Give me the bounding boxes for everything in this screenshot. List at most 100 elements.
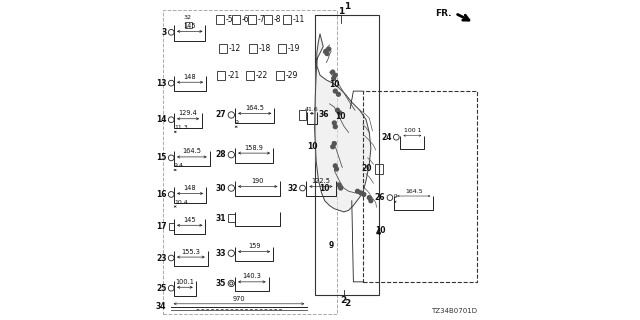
- Text: 10: 10: [319, 184, 330, 193]
- Circle shape: [331, 70, 335, 74]
- Text: 164.5: 164.5: [245, 105, 264, 111]
- Bar: [276, 71, 284, 80]
- Text: 129.4: 129.4: [179, 110, 198, 116]
- Circle shape: [333, 73, 337, 77]
- Text: 17: 17: [156, 222, 166, 231]
- Circle shape: [332, 76, 335, 80]
- Bar: [228, 214, 235, 222]
- Circle shape: [324, 50, 328, 53]
- Circle shape: [325, 52, 329, 55]
- Circle shape: [356, 189, 360, 193]
- Text: 140.3: 140.3: [243, 273, 261, 279]
- Text: 10: 10: [335, 112, 346, 121]
- Text: 122.5: 122.5: [312, 178, 330, 184]
- Bar: [232, 15, 240, 24]
- Bar: [249, 44, 257, 53]
- Text: 25: 25: [156, 284, 166, 293]
- Text: 145: 145: [184, 23, 196, 29]
- Text: -19: -19: [287, 44, 300, 53]
- Text: 32: 32: [287, 184, 298, 193]
- Text: 31: 31: [216, 214, 226, 223]
- Text: 41.6: 41.6: [305, 107, 319, 112]
- Text: -5: -5: [225, 15, 233, 24]
- Text: 1: 1: [337, 7, 344, 16]
- Text: 36: 36: [319, 110, 329, 119]
- Text: 159: 159: [248, 243, 260, 249]
- Text: 9.4: 9.4: [174, 164, 184, 168]
- Text: 35: 35: [216, 279, 226, 288]
- Bar: [218, 71, 225, 80]
- Bar: [246, 71, 254, 80]
- Circle shape: [367, 196, 371, 199]
- Text: -11: -11: [292, 15, 305, 24]
- Text: 24: 24: [381, 133, 392, 142]
- Text: -29: -29: [286, 71, 298, 80]
- Text: -12: -12: [228, 44, 241, 53]
- Text: 10: 10: [307, 142, 317, 151]
- Text: 145: 145: [184, 217, 196, 223]
- Text: 30: 30: [216, 184, 226, 193]
- Text: 28: 28: [216, 150, 226, 159]
- Bar: [363, 91, 477, 282]
- Text: 9: 9: [328, 241, 333, 250]
- Polygon shape: [315, 34, 371, 212]
- Text: 3: 3: [161, 28, 166, 37]
- Circle shape: [359, 191, 363, 195]
- Circle shape: [338, 111, 342, 115]
- Text: 1: 1: [344, 2, 350, 11]
- Circle shape: [332, 121, 336, 125]
- Text: 34: 34: [156, 302, 166, 311]
- Circle shape: [333, 89, 337, 93]
- Text: 10.4: 10.4: [174, 200, 188, 205]
- Circle shape: [337, 183, 341, 187]
- Text: 27: 27: [216, 110, 226, 119]
- Text: 13: 13: [156, 79, 166, 88]
- Circle shape: [339, 186, 342, 190]
- Bar: [375, 164, 383, 174]
- Text: 100.1: 100.1: [175, 279, 195, 285]
- Bar: [216, 15, 224, 24]
- Bar: [219, 44, 227, 53]
- Bar: [185, 22, 192, 28]
- Bar: [169, 223, 174, 230]
- Text: -6: -6: [241, 15, 249, 24]
- Text: 2: 2: [340, 296, 347, 305]
- Text: 158.9: 158.9: [244, 145, 264, 150]
- Text: -21: -21: [227, 71, 239, 80]
- Text: 9: 9: [235, 120, 239, 125]
- Circle shape: [337, 92, 340, 96]
- Text: TZ34B0701D: TZ34B0701D: [431, 308, 477, 314]
- Text: 4: 4: [376, 228, 381, 237]
- Circle shape: [335, 167, 339, 171]
- Text: 14: 14: [156, 115, 166, 124]
- Text: -7: -7: [257, 15, 265, 24]
- Text: 164.5: 164.5: [182, 148, 202, 154]
- Circle shape: [362, 193, 366, 196]
- Circle shape: [333, 164, 337, 168]
- Text: 100 1: 100 1: [404, 128, 421, 133]
- Circle shape: [369, 199, 372, 203]
- Text: 148: 148: [184, 185, 196, 191]
- Text: 164.5: 164.5: [405, 189, 422, 194]
- Circle shape: [335, 108, 339, 112]
- Bar: [163, 10, 337, 314]
- Circle shape: [331, 145, 335, 149]
- Text: 32: 32: [183, 15, 191, 20]
- Text: 970: 970: [232, 296, 245, 302]
- Text: 33: 33: [216, 249, 226, 258]
- Text: -22: -22: [256, 71, 268, 80]
- Bar: [283, 15, 291, 24]
- Bar: [316, 15, 379, 295]
- Text: 10: 10: [329, 80, 340, 89]
- Bar: [278, 44, 286, 53]
- Text: 26: 26: [374, 193, 385, 202]
- Circle shape: [333, 125, 337, 129]
- Bar: [264, 15, 271, 24]
- Text: 148: 148: [184, 74, 196, 80]
- Text: 9: 9: [394, 194, 397, 199]
- Text: -8: -8: [273, 15, 281, 24]
- Circle shape: [332, 142, 336, 146]
- Text: 20: 20: [362, 164, 372, 173]
- Text: 190: 190: [252, 178, 264, 184]
- Text: 10: 10: [375, 227, 386, 236]
